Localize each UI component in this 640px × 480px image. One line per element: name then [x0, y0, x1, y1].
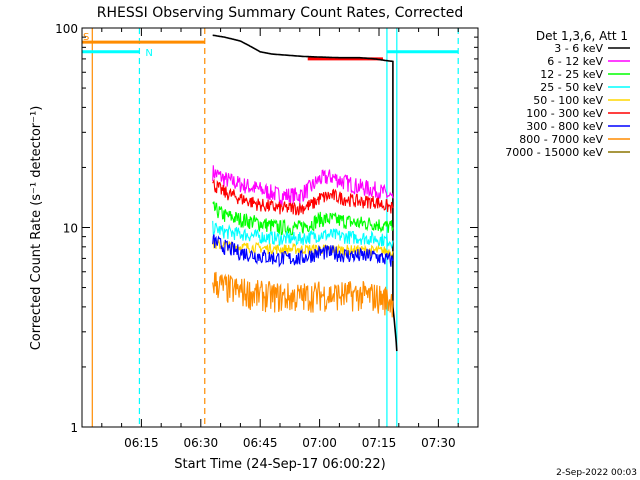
legend-label: 3 - 6 keV — [554, 42, 603, 55]
series-line — [212, 234, 394, 268]
series-line — [212, 238, 394, 258]
x-tick-label: 06:30 — [184, 436, 219, 450]
instrument-event-lines — [91, 28, 459, 427]
y-axis: 1 10 100 — [55, 22, 478, 435]
legend-label: 50 - 100 keV — [533, 94, 603, 107]
x-tick-label: 07:00 — [302, 436, 337, 450]
legend-label: 300 - 800 keV — [526, 120, 603, 133]
y-tick-label: 1 — [70, 421, 78, 435]
instrument-flag-bars: SN — [82, 32, 459, 61]
x-tick-label: 07:30 — [421, 436, 456, 450]
y-tick-label: 100 — [55, 22, 78, 36]
legend-label: 12 - 25 keV — [540, 68, 603, 81]
y-tick-label: 10 — [63, 222, 78, 236]
legend-label: 6 - 12 keV — [547, 55, 603, 68]
chart-title: RHESSI Observing Summary Count Rates, Co… — [97, 5, 463, 21]
series-line — [212, 201, 394, 236]
flag-label: S — [83, 32, 89, 43]
legend-label: 25 - 50 keV — [540, 81, 603, 94]
series-line — [212, 34, 398, 352]
x-tick-label: 06:15 — [124, 436, 159, 450]
footer-date: 2-Sep-2022 00:03 — [556, 468, 637, 478]
flag-label: N — [145, 48, 152, 59]
legend-label: 7000 - 15000 keV — [505, 146, 603, 159]
series-line — [212, 271, 394, 318]
legend-label: 800 - 7000 keV — [519, 133, 603, 146]
series-line — [212, 165, 394, 207]
x-tick-label: 06:45 — [243, 436, 278, 450]
y-axis-label: Corrected Count Rate (s⁻¹ detector⁻¹) — [29, 106, 44, 351]
x-tick-label: 07:15 — [362, 436, 397, 450]
legend-label: 100 - 300 keV — [526, 107, 603, 120]
series-line — [212, 178, 394, 216]
series-line — [212, 220, 394, 250]
series-group — [212, 34, 398, 352]
x-axis-label: Start Time (24-Sep-17 06:00:22) — [174, 457, 385, 472]
x-axis: 06:15 06:30 06:45 07:00 07:15 07:30 — [101, 28, 459, 450]
legend-title: Det 1,3,6, Att 1 — [536, 29, 628, 43]
